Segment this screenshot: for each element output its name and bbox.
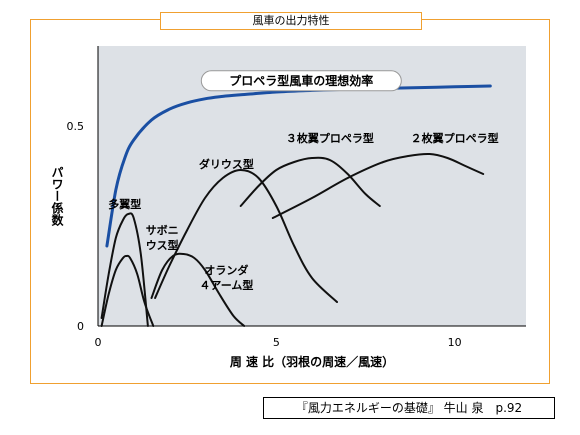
tick-labels: 0 5 10 0 0.5 — [67, 120, 462, 349]
series-label: ２枚翼プロペラ型 — [411, 131, 499, 145]
series-line-6 — [271, 152, 485, 219]
series-label: サボニ — [146, 223, 179, 237]
y-tick-label: 0.5 — [67, 120, 85, 133]
series-label: 多翼型 — [108, 197, 141, 211]
series-line-5 — [239, 156, 381, 207]
series-line-2 — [100, 254, 155, 327]
y-tick-label: 0 — [77, 320, 84, 333]
x-axis-label: 周 速 比（羽根の周速／風速） — [230, 354, 394, 369]
series-label: オランダ — [204, 263, 248, 277]
series-line-1 — [100, 212, 149, 327]
series-line-4 — [154, 168, 338, 303]
y-axis-label: パワー係数 — [50, 166, 64, 227]
x-tick-label: 10 — [448, 336, 462, 349]
series-line-3 — [150, 252, 246, 327]
ideal-label-box — [200, 70, 402, 92]
x-tick-label: 0 — [95, 336, 102, 349]
chart-title: 風車の出力特性 — [160, 12, 422, 30]
series-label: ４アーム型 — [199, 278, 253, 292]
series-label: ダリウス型 — [199, 157, 254, 171]
x-tick-label: 5 — [273, 336, 280, 349]
series-label: プロペラ型風車の理想効率 — [229, 73, 373, 88]
citation: 『風力エネルギーの基礎』 牛山 泉 p.92 — [263, 397, 555, 419]
series-label: ウス型 — [146, 238, 179, 252]
series-label: ３枚翼プロペラ型 — [286, 131, 374, 145]
